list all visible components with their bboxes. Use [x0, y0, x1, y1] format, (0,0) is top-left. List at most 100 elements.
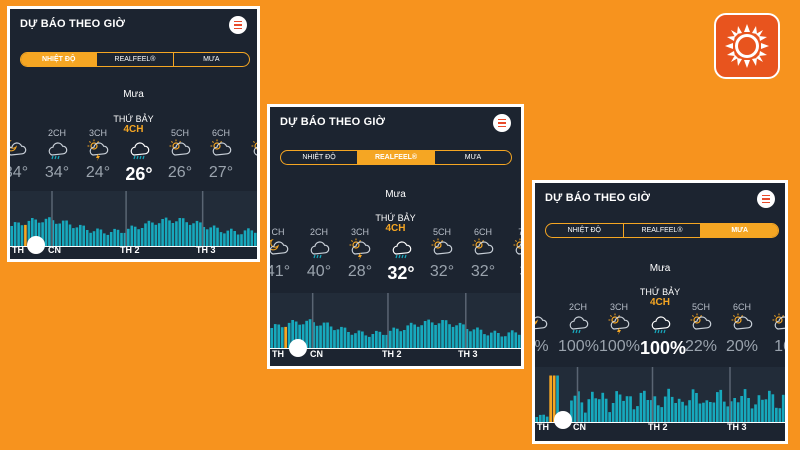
hour-column[interactable]: 3CH 100%: [599, 301, 640, 356]
chart-bar: [740, 396, 743, 423]
hour-column[interactable]: 6CH 32°: [463, 226, 503, 281]
hour-column[interactable]: 16: [763, 301, 785, 356]
chart-bar: [37, 222, 41, 247]
hour-column[interactable]: 3CH 28°: [340, 226, 380, 281]
hour-column-current[interactable]: 100%: [640, 301, 686, 359]
chart-bar: [61, 220, 65, 247]
menu-icon[interactable]: [229, 16, 247, 34]
tab-rain[interactable]: MƯA: [203, 56, 220, 63]
heavy-rain-cloud-icon: [130, 142, 150, 160]
chart-bar: [705, 400, 709, 423]
weather-icon-wrap: [722, 313, 762, 335]
hour-column[interactable]: 3CH 24°: [78, 127, 118, 182]
thunder-cloud-icon: [87, 139, 109, 161]
chart-bar: [147, 220, 151, 247]
chart-bar: [199, 222, 202, 247]
chart-bar: [308, 319, 312, 349]
forecast-panel-temperature: DỰ BÁO THEO GIỜ NHIỆT ĐỘ REALFEEL® MƯA M…: [7, 6, 260, 262]
forecast-panel-rain: DỰ BÁO THEO GIỜ NHIỆT ĐỘ REALFEEL® MƯA M…: [532, 180, 788, 444]
chart-bar: [127, 228, 130, 247]
chart-bar: [636, 406, 639, 423]
menu-icon[interactable]: [493, 114, 511, 132]
tab-temperature[interactable]: NHIỆT ĐỘ: [281, 151, 358, 164]
menu-icon[interactable]: [757, 190, 775, 208]
chart-bar: [161, 219, 164, 247]
chart-bar: [486, 335, 490, 349]
weather-icon-wrap: [640, 313, 680, 335]
heavy-rain-cloud-icon: [651, 316, 671, 334]
hourly-strip[interactable]: 34° 2CH 34° 3CH 24° 26° 5CH 26° 6CH 27° 2: [10, 127, 257, 197]
chart-bar: [570, 400, 573, 423]
chart-bar: [284, 326, 287, 349]
chart-bar: [82, 225, 85, 247]
tab-rain[interactable]: MƯA: [464, 154, 482, 161]
hour-value: 40°: [306, 263, 332, 280]
chart-bar: [402, 330, 406, 349]
chart-bar: [406, 325, 410, 349]
chart-bar: [343, 327, 347, 349]
chart-bar: [240, 234, 243, 247]
hour-column[interactable]: 0%: [535, 301, 557, 356]
hour-column[interactable]: 6CH 20%: [722, 301, 762, 356]
hour-column[interactable]: 2CH 100%: [558, 301, 599, 356]
chart-bar: [413, 324, 416, 349]
chart-bar: [437, 323, 441, 349]
chart-bar: [188, 224, 192, 247]
hour-column[interactable]: 2CH 40°: [299, 226, 339, 281]
chart-bar: [448, 324, 451, 349]
chart-bar: [399, 331, 403, 349]
chart-bar: [106, 234, 110, 247]
chart-bar: [594, 398, 598, 423]
hour-column[interactable]: 6CH 27°: [201, 127, 241, 182]
hour-column[interactable]: 7C 3: [504, 226, 521, 281]
hourly-strip[interactable]: CH 41° 2CH 40° 3CH 28° 32° 5CH 32° 6CH 32° 7C 3: [270, 226, 521, 296]
hour-column[interactable]: 5CH 22%: [681, 301, 721, 356]
hour-column[interactable]: 2CH 34°: [37, 127, 77, 182]
chart-bar: [41, 222, 44, 247]
chart-bar: [497, 333, 500, 349]
chart-bar: [312, 322, 315, 349]
tab-realfeel[interactable]: REALFEEL®: [624, 224, 702, 237]
chart-bar: [542, 414, 545, 423]
chart-bar: [479, 329, 483, 349]
hour-column[interactable]: 2: [242, 127, 257, 182]
hour-value: 22%: [684, 338, 718, 355]
weather-icon-wrap: [681, 313, 721, 335]
chart-bar: [684, 405, 688, 423]
day-label-sat: TH: [272, 349, 284, 359]
chart-bar: [392, 327, 396, 349]
panel-title: DỰ BÁO THEO GIỜ: [20, 18, 126, 30]
tab-temperature[interactable]: NHIỆT ĐỘ: [21, 53, 98, 66]
chart-bar: [535, 417, 539, 423]
chart-bar: [476, 327, 479, 349]
day-label-sun: CN: [48, 245, 61, 255]
chart-bar: [580, 402, 584, 423]
tab-temperature[interactable]: NHIỆT ĐỘ: [546, 224, 624, 237]
chart-bar: [458, 322, 462, 349]
chart-bar: [378, 331, 382, 349]
chart-bar: [287, 322, 291, 349]
tab-realfeel[interactable]: REALFEEL®: [358, 151, 435, 164]
chart-bar: [219, 232, 223, 247]
timeline-slider-knob[interactable]: [27, 236, 45, 254]
timeline-slider-knob[interactable]: [554, 411, 572, 429]
timeline-slider-knob[interactable]: [289, 339, 307, 357]
hour-column[interactable]: 5CH 26°: [160, 127, 200, 182]
rain-cloud-icon: [48, 142, 68, 160]
tab-switcher: NHIỆT ĐỘ REALFEEL® MƯA: [280, 150, 512, 165]
hour-column[interactable]: 5CH 32°: [422, 226, 462, 281]
weather-icon-wrap: [340, 238, 380, 260]
chart-bar: [577, 391, 580, 423]
forecast-panel-realfeel: DỰ BÁO THEO GIỜ NHIỆT ĐỘ REALFEEL® MƯA M…: [267, 104, 524, 369]
chart-bar: [604, 398, 608, 423]
chart-bar: [99, 229, 103, 247]
tab-realfeel[interactable]: REALFEEL®: [97, 53, 174, 66]
hour-column[interactable]: CH 41°: [270, 226, 298, 281]
tab-rain[interactable]: MƯA: [701, 224, 778, 237]
hour-column-current[interactable]: 26°: [119, 127, 159, 185]
chart-bar: [55, 223, 58, 247]
hour-column-current[interactable]: 32°: [381, 226, 421, 284]
thunder-cloud-icon: [349, 238, 371, 260]
hour-column[interactable]: 34°: [10, 127, 36, 182]
